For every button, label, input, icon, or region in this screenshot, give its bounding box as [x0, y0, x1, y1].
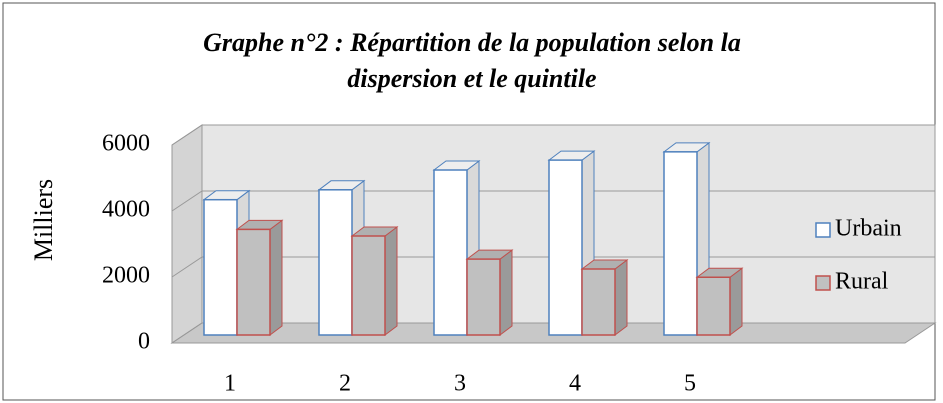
legend-swatch — [815, 222, 831, 238]
bar-side — [729, 267, 743, 336]
legend-swatch — [815, 275, 831, 291]
x-tick-label: 2 — [339, 371, 351, 397]
bar — [581, 268, 616, 336]
legend-label: Urbain — [835, 216, 902, 242]
bar — [351, 235, 386, 336]
y-tick-label: 4000 — [102, 197, 150, 223]
bar — [466, 258, 501, 336]
bar — [433, 169, 468, 336]
x-tick-label: 1 — [224, 371, 236, 397]
y-tick-label: 2000 — [102, 263, 150, 289]
bar — [318, 189, 353, 336]
y-tick-label: 0 — [138, 329, 150, 355]
bar-side — [614, 259, 628, 336]
bar-side — [269, 219, 283, 336]
x-tick-label: 5 — [684, 371, 696, 397]
chart-title: dispersion et le quintile — [347, 64, 596, 93]
bar-side — [384, 226, 398, 336]
bar — [696, 276, 731, 336]
legend-label: Rural — [835, 269, 889, 295]
bar — [663, 151, 698, 336]
bar — [236, 228, 271, 336]
y-tick-label: 6000 — [102, 131, 150, 157]
bar — [203, 198, 238, 336]
bar-side — [499, 249, 513, 336]
chart-title: Graphe n°2 : Répartition de la populatio… — [203, 28, 741, 57]
y-axis-label: Milliers — [29, 179, 58, 261]
x-tick-label: 3 — [454, 371, 466, 397]
side-wall — [171, 124, 203, 344]
grid-line — [171, 124, 935, 146]
bar — [548, 159, 583, 336]
x-tick-label: 4 — [569, 371, 581, 397]
